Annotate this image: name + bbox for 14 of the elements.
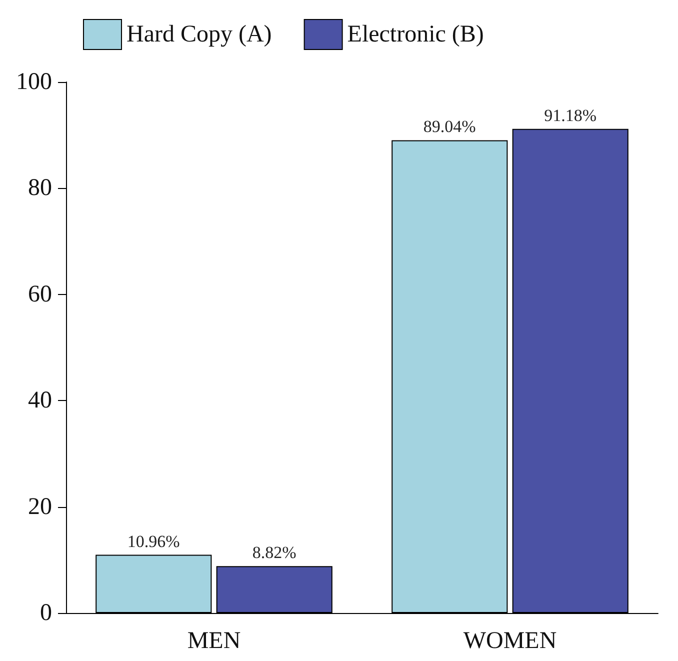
legend-label: Hard Copy (A) xyxy=(126,22,272,48)
legend-label: Electronic (B) xyxy=(347,22,484,48)
x-tick-label: MEN xyxy=(187,628,241,654)
x-tick-label: WOMEN xyxy=(463,628,557,654)
data-label: 10.96% xyxy=(127,532,180,551)
y-tick-label: 0 xyxy=(40,600,52,626)
y-tick-label: 80 xyxy=(28,175,52,202)
data-label: 8.82% xyxy=(252,543,296,562)
data-label: 91.18% xyxy=(544,106,597,125)
y-tick-label: 20 xyxy=(28,494,52,520)
data-label: 89.04% xyxy=(423,117,476,136)
y-tick-label: 60 xyxy=(28,281,52,308)
y-tick-label: 40 xyxy=(28,388,52,414)
y-tick-label: 100 xyxy=(16,69,52,95)
